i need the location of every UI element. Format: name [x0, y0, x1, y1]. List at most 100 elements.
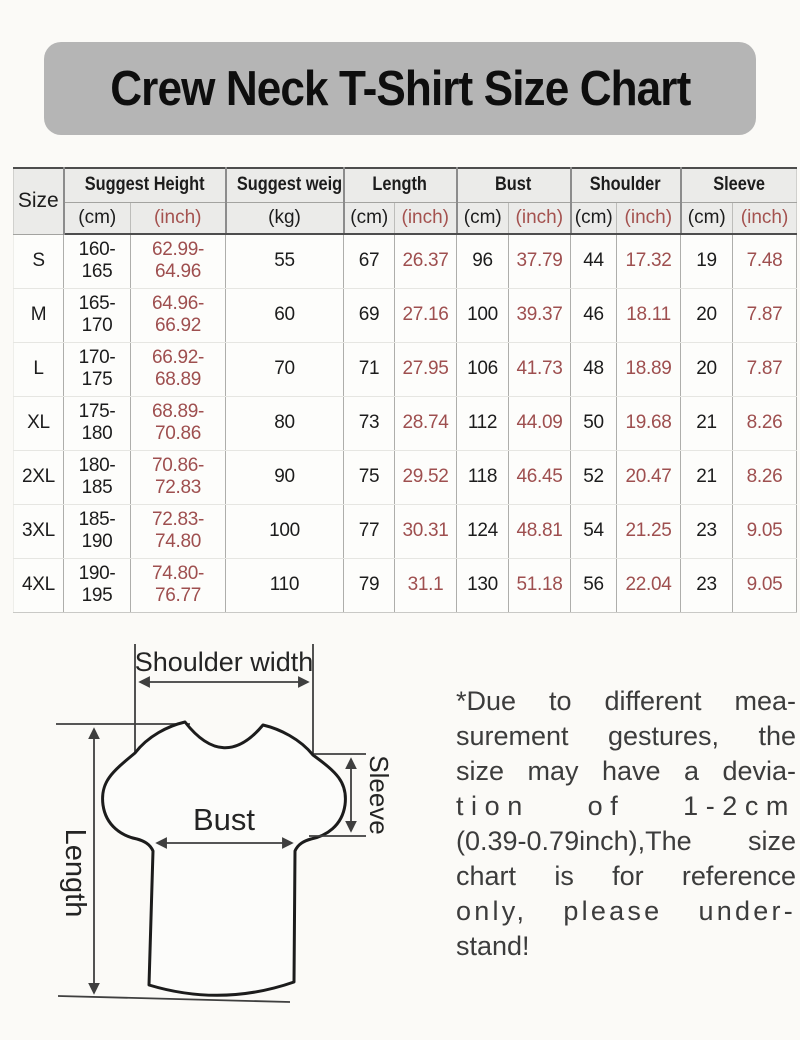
tshirt-outline [101, 720, 347, 997]
length-cm-cell: 77 [343, 504, 395, 559]
col-header-bust: Bust [456, 167, 572, 203]
unit-length-cm: (cm) [343, 202, 395, 235]
sleeve-inch-cell: 7.87 [732, 288, 798, 343]
bust-inch-cell: 37.79 [508, 234, 572, 289]
size-cell: 3XL [13, 504, 64, 559]
unit-height-inch: (inch) [130, 202, 227, 235]
height-inch-cell: 72.83-74.80 [130, 504, 226, 559]
table-row: 3XL 185-190 72.83-74.80 100 77 30.31 124… [13, 504, 798, 559]
bust-cm-cell: 96 [456, 234, 510, 289]
note-line: only, please under- [456, 896, 796, 926]
shoulder-cm-cell: 46 [570, 288, 618, 343]
sleeve-cm-cell: 20 [680, 342, 734, 397]
height-cm-cell: 180-185 [63, 450, 131, 505]
height-cm-cell: 175-180 [63, 396, 131, 451]
col-header-height-label: Suggest Height [84, 174, 205, 196]
unit-shoulder-inch: (inch) [616, 202, 682, 235]
height-inch-cell: 62.99-64.96 [130, 234, 226, 289]
table-row: XL 175-180 68.89-70.86 80 73 28.74 112 4… [13, 396, 798, 451]
note-line: tion of 1-2cm [456, 791, 796, 821]
shoulder-cm-cell: 44 [570, 234, 618, 289]
note-line: *Due to different mea- [456, 686, 796, 716]
col-header-sleeve: Sleeve [680, 167, 798, 203]
title-banner: Crew Neck T-Shirt Size Chart [44, 42, 756, 135]
unit-weight-kg: (kg) [225, 202, 345, 235]
sleeve-inch-cell: 9.05 [732, 558, 798, 613]
bust-inch-cell: 48.81 [508, 504, 572, 559]
col-header-height: Suggest Height [63, 167, 227, 203]
table-row: 2XL 180-185 70.86-72.83 90 75 29.52 118 … [13, 450, 798, 505]
bust-inch-cell: 44.09 [508, 396, 572, 451]
shoulder-inch-cell: 18.89 [616, 342, 682, 397]
sleeve-cm-cell: 23 [680, 558, 734, 613]
col-header-bust-label: Bust [495, 174, 532, 196]
length-inch-cell: 27.95 [394, 342, 458, 397]
note-line: surement gestures, the [456, 721, 796, 751]
length-cm-cell: 71 [343, 342, 395, 397]
unit-bust-inch: (inch) [508, 202, 572, 235]
size-cell: XL [13, 396, 64, 451]
height-cm-cell: 165-170 [63, 288, 131, 343]
shoulder-inch-cell: 22.04 [616, 558, 682, 613]
weight-kg-cell: 70 [225, 342, 344, 397]
length-inch-cell: 30.31 [394, 504, 458, 559]
unit-bust-cm: (cm) [456, 202, 510, 235]
size-cell: 4XL [13, 558, 64, 613]
shoulder-inch-cell: 17.32 [616, 234, 682, 289]
unit-height-cm: (cm) [63, 202, 131, 235]
size-chart-table: Size Suggest Height Suggest weight Lengt… [13, 167, 798, 613]
weight-kg-cell: 60 [225, 288, 344, 343]
sleeve-inch-cell: 7.48 [732, 234, 798, 289]
height-cm-cell: 185-190 [63, 504, 131, 559]
bust-cm-cell: 118 [456, 450, 510, 505]
weight-kg-cell: 110 [225, 558, 344, 613]
size-cell: L [13, 342, 64, 397]
sleeve-cm-cell: 19 [680, 234, 734, 289]
size-cell: 2XL [13, 450, 64, 505]
shoulder-cm-cell: 52 [570, 450, 618, 505]
measurement-diagram: Shoulder width Length Bust Sleeve [56, 644, 394, 1003]
shoulder-cm-cell: 56 [570, 558, 618, 613]
weight-kg-cell: 55 [225, 234, 344, 289]
disclaimer-note: *Due to different mea- surement gestures… [456, 684, 796, 964]
length-cm-cell: 73 [343, 396, 395, 451]
unit-sleeve-cm: (cm) [680, 202, 734, 235]
height-inch-cell: 64.96-66.92 [130, 288, 226, 343]
col-header-shoulder: Shoulder [570, 167, 682, 203]
height-cm-cell: 160-165 [63, 234, 131, 289]
length-label: Length [59, 829, 91, 918]
length-cm-cell: 75 [343, 450, 395, 505]
bust-cm-cell: 124 [456, 504, 510, 559]
size-cell: S [13, 234, 64, 289]
table-row: M 165-170 64.96-66.92 60 69 27.16 100 39… [13, 288, 798, 343]
table-row: S 160-165 62.99-64.96 55 67 26.37 96 37.… [13, 234, 798, 289]
shoulder-width-label: Shoulder width [135, 647, 314, 677]
weight-kg-cell: 80 [225, 396, 344, 451]
weight-kg-cell: 90 [225, 450, 344, 505]
unit-length-inch: (inch) [394, 202, 458, 235]
col-header-weight: Suggest weight [225, 167, 345, 203]
shoulder-inch-cell: 18.11 [616, 288, 682, 343]
length-inch-cell: 26.37 [394, 234, 458, 289]
page-title: Crew Neck T-Shirt Size Chart [109, 61, 691, 116]
bust-inch-cell: 41.73 [508, 342, 572, 397]
col-header-sleeve-label: Sleeve [712, 174, 765, 196]
col-header-size-label: Size [17, 189, 59, 213]
bust-cm-cell: 100 [456, 288, 510, 343]
bust-cm-cell: 130 [456, 558, 510, 613]
length-cm-cell: 69 [343, 288, 395, 343]
height-cm-cell: 190-195 [63, 558, 131, 613]
length-cm-cell: 67 [343, 234, 395, 289]
bust-inch-cell: 51.18 [508, 558, 572, 613]
shoulder-cm-cell: 48 [570, 342, 618, 397]
sleeve-inch-cell: 8.26 [732, 396, 798, 451]
height-inch-cell: 74.80-76.77 [130, 558, 226, 613]
note-line: size may have a devia- [456, 756, 796, 786]
length-bottom-extension-line [57, 995, 291, 1003]
height-inch-cell: 68.89-70.86 [130, 396, 226, 451]
col-header-length: Length [343, 167, 458, 203]
bust-cm-cell: 106 [456, 342, 510, 397]
length-inch-cell: 31.1 [394, 558, 458, 613]
sleeve-cm-cell: 20 [680, 288, 734, 343]
